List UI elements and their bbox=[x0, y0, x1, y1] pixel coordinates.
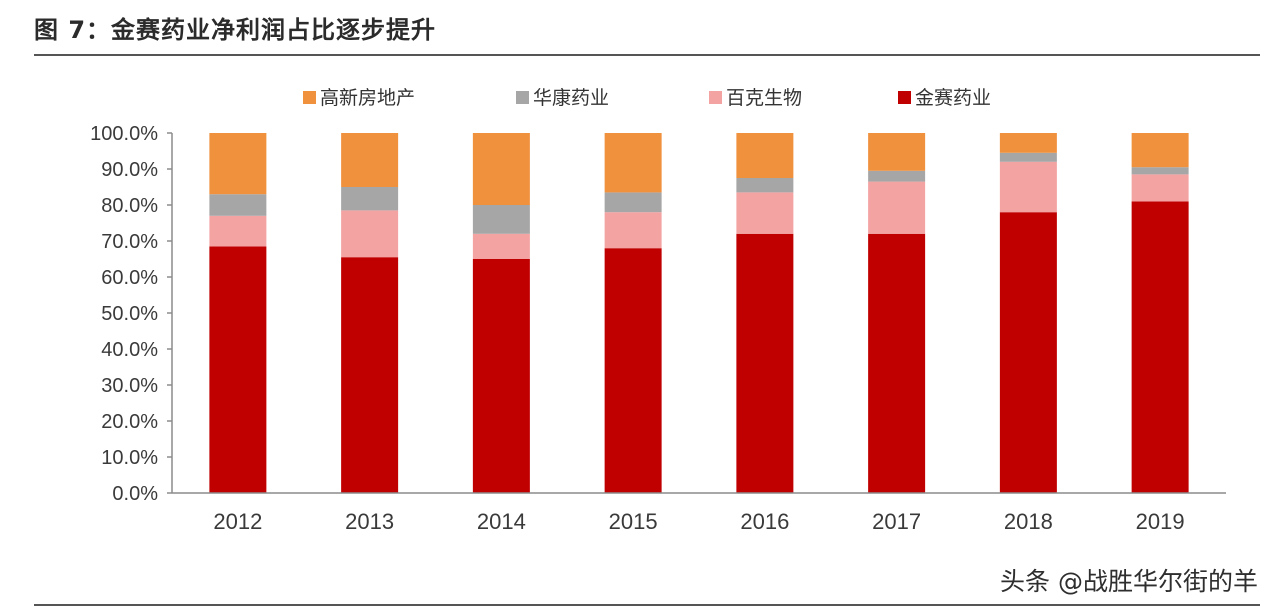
legend-swatch bbox=[898, 91, 911, 104]
y-tick-label: 90.0% bbox=[101, 159, 158, 181]
y-tick-label: 70.0% bbox=[101, 231, 158, 253]
bar-segment bbox=[868, 133, 926, 171]
bar-segment bbox=[868, 170, 926, 182]
y-tick-label: 20.0% bbox=[101, 411, 158, 433]
x-axis: 2012 2013 2014 2015 2016 2017 2018 2019 bbox=[172, 492, 1226, 534]
bar-segment bbox=[209, 215, 267, 247]
bar-segment bbox=[341, 257, 399, 493]
y-tick-label: 40.0% bbox=[101, 339, 158, 361]
bar-segment bbox=[1131, 167, 1189, 175]
y-tick-label: 60.0% bbox=[101, 267, 158, 289]
bar-segment bbox=[472, 259, 530, 493]
y-tick-label: 30.0% bbox=[101, 375, 158, 397]
bar-area bbox=[209, 133, 1189, 494]
bar-segment bbox=[209, 246, 267, 493]
bar-segment bbox=[999, 133, 1057, 153]
y-tick-label: 0.0% bbox=[112, 483, 158, 505]
legend-label: 金赛药业 bbox=[915, 87, 991, 109]
bar-segment bbox=[209, 133, 267, 195]
legend-label: 高新房地产 bbox=[320, 87, 415, 109]
y-tick-label: 80.0% bbox=[101, 195, 158, 217]
x-tick-label: 2018 bbox=[1004, 509, 1053, 534]
y-tick-label: 10.0% bbox=[101, 447, 158, 469]
bar-segment bbox=[736, 133, 794, 178]
bar-segment bbox=[472, 205, 530, 234]
y-tick-label: 100.0% bbox=[90, 123, 158, 145]
bar-segment bbox=[1131, 133, 1189, 168]
bar-segment bbox=[736, 178, 794, 193]
y-tick-label: 50.0% bbox=[101, 303, 158, 325]
x-tick-label: 2017 bbox=[872, 509, 921, 534]
watermark: 头条 @战胜华尔街的羊 bbox=[1000, 567, 1258, 596]
bar-segment bbox=[341, 210, 399, 258]
chart-legend: 高新房地产 华康药业 百克生物 金赛药业 bbox=[303, 87, 991, 109]
bar-segment bbox=[472, 133, 530, 205]
y-axis: 0.0% 10.0% 20.0% 30.0% 40.0% 50.0% 60.0% 70.0% 8… bbox=[90, 123, 173, 505]
bar-segment bbox=[341, 187, 399, 211]
x-tick-label: 2019 bbox=[1136, 509, 1185, 534]
bar-segment bbox=[1131, 201, 1189, 493]
bar-segment bbox=[736, 233, 794, 494]
bar-segment bbox=[604, 248, 662, 493]
x-tick-label: 2015 bbox=[609, 509, 658, 534]
bar-segment bbox=[999, 212, 1057, 493]
legend-label: 百克生物 bbox=[726, 87, 802, 109]
legend-swatch bbox=[709, 91, 722, 104]
bar-segment bbox=[999, 152, 1057, 162]
bar-segment bbox=[604, 133, 662, 193]
top-rule bbox=[34, 54, 1260, 56]
legend-swatch bbox=[303, 91, 316, 104]
bar-segment bbox=[868, 233, 926, 494]
bar-segment bbox=[868, 181, 926, 234]
bar-segment bbox=[209, 194, 267, 216]
bar-segment bbox=[1131, 174, 1189, 202]
bar-segment bbox=[604, 192, 662, 213]
legend-label: 华康药业 bbox=[533, 87, 609, 109]
bar-segment bbox=[341, 133, 399, 187]
x-tick-label: 2016 bbox=[740, 509, 789, 534]
x-tick-label: 2012 bbox=[213, 509, 262, 534]
legend-swatch bbox=[516, 91, 529, 104]
bar-segment bbox=[999, 161, 1057, 213]
bar-segment bbox=[736, 192, 794, 234]
bar-segment bbox=[472, 233, 530, 259]
x-tick-label: 2014 bbox=[477, 509, 526, 534]
x-tick-label: 2013 bbox=[345, 509, 394, 534]
bar-segment bbox=[604, 212, 662, 249]
bottom-rule bbox=[34, 604, 1260, 606]
figure-title: 图 7：金赛药业净利润占比逐步提升 bbox=[34, 16, 437, 44]
